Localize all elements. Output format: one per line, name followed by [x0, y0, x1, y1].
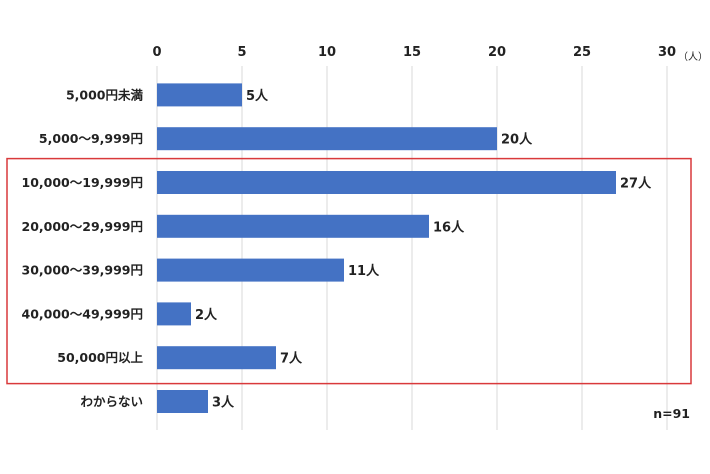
category-label-1: 5,000～9,999円	[39, 131, 143, 146]
axis-unit-label: （人）	[678, 51, 708, 63]
x-axis-ticks: 0 5 10 15 20 25 30	[152, 45, 676, 60]
gridlines	[156, 66, 668, 430]
x-tick-label-0: 0	[152, 45, 161, 60]
category-labels: 5,000円未満 5,000～9,999円 10,000～19,999円 20,000…	[22, 87, 144, 409]
highlight-box	[6, 157, 692, 385]
x-tick-label-30: 30	[658, 45, 676, 60]
data-labels: 5人 20人 27人 16人 11人 2人 7人 3人	[195, 88, 652, 411]
data-label-4: 11人	[348, 263, 380, 279]
x-tick-label-25: 25	[573, 45, 591, 60]
category-label-3: 20,000～29,999円	[22, 219, 143, 234]
x-tick-label-5: 5	[237, 45, 246, 60]
sample-size-label: n=91	[653, 406, 690, 421]
category-label-0: 5,000円未満	[66, 87, 144, 102]
data-label-0: 5人	[246, 88, 269, 104]
data-label-1: 20人	[501, 132, 533, 148]
data-label-3: 16人	[433, 219, 465, 235]
bar-3	[157, 214, 429, 238]
x-tick-label-20: 20	[488, 45, 506, 60]
category-label-7: わからない	[80, 394, 143, 409]
x-tick-label-15: 15	[403, 45, 421, 60]
category-label-6: 50,000円以上	[57, 350, 143, 365]
bar-1	[157, 127, 497, 151]
data-label-6: 7人	[280, 351, 303, 367]
data-label-7: 3人	[212, 395, 235, 411]
bar-0	[157, 83, 242, 107]
x-tick-label-10: 10	[318, 45, 336, 60]
data-label-2: 27人	[620, 176, 652, 192]
bars	[157, 83, 616, 413]
category-label-2: 10,000～19,999円	[22, 175, 143, 190]
bar-4	[157, 258, 344, 282]
bar-7	[157, 390, 208, 413]
category-label-4: 30,000～39,999円	[22, 263, 143, 278]
data-label-5: 2人	[195, 307, 218, 323]
bar-5	[157, 302, 191, 326]
category-label-5: 40,000～49,999円	[22, 306, 143, 321]
bar-2	[157, 171, 616, 194]
bar-6	[157, 346, 276, 370]
